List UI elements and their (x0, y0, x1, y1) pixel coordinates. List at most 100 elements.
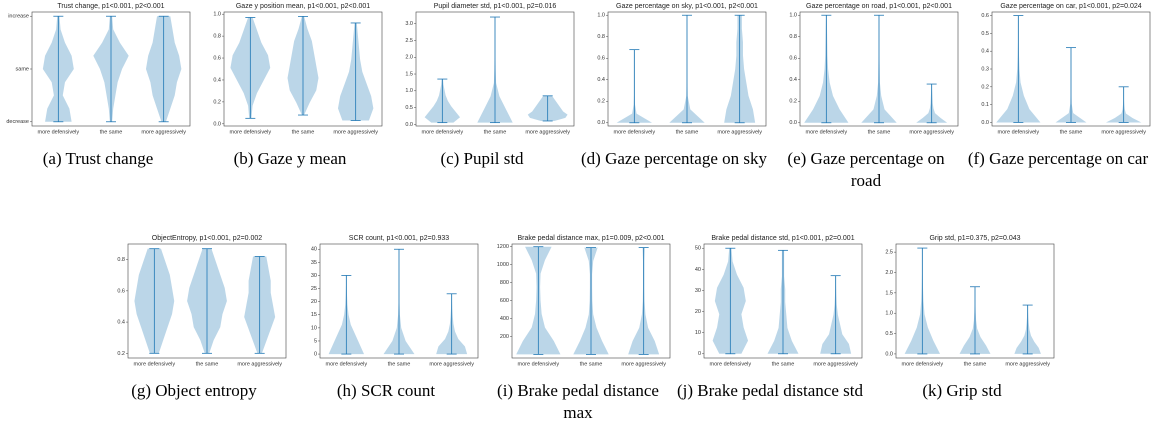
x-tick-label: more aggressively (237, 361, 282, 367)
subfigure: Gaze y position mean, p1<0.001, p2<0.001… (194, 0, 386, 232)
y-tick-label: 20 (311, 299, 317, 305)
chart-title: ObjectEntropy, p1<0.001, p2=0.002 (152, 235, 263, 242)
y-tick-label: increase (8, 14, 29, 20)
subfigure: Gaze percentage on car, p1<0.001, p2=0.0… (962, 0, 1154, 232)
y-tick-label: 0.5 (405, 105, 413, 111)
subfigure: SCR count, p1<0.001, p2=0.933 0 5 10 15 20 25 3… (290, 232, 482, 430)
x-tick-label: more aggressively (1005, 361, 1050, 367)
x-tick-label: more defensively (134, 361, 176, 367)
caption: (e) Gaze percentage on road (787, 149, 945, 190)
x-tick-label: more aggressively (621, 361, 666, 367)
y-tick-label: 200 (500, 334, 509, 340)
x-tick-label: the same (772, 361, 795, 367)
x-tick-label: more aggressively (909, 129, 954, 135)
y-tick-label: 40 (311, 247, 317, 253)
chart-title: Gaze percentage on sky, p1<0.001, p2<0.0… (616, 3, 758, 10)
figure-row: Trust change, p1<0.001, p2<0.001 decrease… (2, 0, 1154, 232)
y-tick-label: 0 (698, 351, 701, 357)
y-tick-label: 0.8 (117, 257, 125, 263)
plot-frame (223, 11, 383, 127)
plot-frame (895, 243, 1055, 359)
y-tick-label: 30 (695, 288, 701, 294)
x-tick-label: the same (100, 129, 123, 135)
x-tick-label: the same (580, 361, 603, 367)
chart: Brake pedal distance std, p1<0.001, p2=0… (695, 235, 863, 367)
plot-frame (127, 243, 287, 359)
y-tick-label: 30 (311, 273, 317, 279)
subfigure: Grip std, p1=0.375, p2=0.043 0.0 0.5 1.0 1.5… (866, 232, 1058, 430)
y-tick-label: 0.0 (213, 121, 221, 127)
x-tick-label: more aggressively (429, 361, 474, 367)
x-tick-label: more defensively (902, 361, 944, 367)
y-tick-label: 0.4 (117, 320, 125, 326)
y-tick-label: 1.0 (789, 13, 797, 19)
x-tick-label: more defensively (422, 129, 464, 135)
y-tick-label: 0.2 (789, 99, 797, 105)
caption: (i) Brake pedal distance max (497, 381, 659, 422)
x-tick-label: the same (388, 361, 411, 367)
chart-title: Brake pedal distance std, p1<0.001, p2=0… (711, 235, 854, 242)
chart-title: Grip std, p1=0.375, p2=0.043 (929, 235, 1020, 242)
figure-row: ObjectEntropy, p1<0.001, p2=0.002 0.2 0.4 0… (0, 232, 1156, 430)
x-tick-label: the same (964, 361, 987, 367)
y-tick-label: 0.6 (597, 56, 605, 62)
y-tick-label: 0.1 (981, 102, 989, 108)
x-tick-label: more defensively (518, 361, 560, 367)
y-tick-label: 0.5 (981, 31, 989, 37)
caption: (c) Pupil std (440, 149, 524, 168)
y-tick-label: 0.2 (117, 351, 125, 357)
y-tick-label: 2.0 (885, 270, 893, 276)
y-tick-label: 0.2 (597, 99, 605, 105)
y-tick-label: 0.0 (981, 120, 989, 126)
x-tick-label: more aggressively (141, 129, 186, 135)
chart: Gaze percentage on sky, p1<0.001, p2<0.0… (597, 3, 767, 135)
y-tick-label: 0.0 (405, 122, 413, 128)
subfigure: ObjectEntropy, p1<0.001, p2=0.002 0.2 0.4 0… (98, 232, 290, 430)
y-tick-label: 0.2 (981, 84, 989, 90)
caption: (j) Brake pedal distance std (677, 381, 863, 400)
chart: Trust change, p1<0.001, p2<0.001 decrease… (6, 3, 191, 135)
plot-frame (319, 243, 479, 359)
x-tick-label: the same (868, 129, 891, 135)
caption: (k) Grip std (922, 381, 1002, 400)
y-tick-label: 1.0 (885, 311, 893, 317)
x-tick-label: the same (484, 129, 507, 135)
plot-frame (703, 243, 863, 359)
x-tick-label: more defensively (998, 129, 1040, 135)
chart: SCR count, p1<0.001, p2=0.933 0 5 10 15 20 25 3… (311, 235, 479, 367)
y-tick-label: 0.6 (117, 288, 125, 294)
y-tick-label: 50 (695, 246, 701, 252)
y-tick-label: 25 (311, 286, 317, 292)
y-tick-label: 0.0 (597, 120, 605, 126)
x-tick-label: more defensively (806, 129, 848, 135)
x-tick-label: more defensively (614, 129, 656, 135)
x-tick-label: more defensively (326, 361, 368, 367)
y-tick-label: 1.0 (213, 12, 221, 18)
y-tick-label: 0.6 (981, 13, 989, 19)
chart-title: Brake pedal distance max, p1=0.009, p2<0… (517, 235, 664, 242)
x-tick-label: more defensively (710, 361, 752, 367)
chart-title: Gaze percentage on car, p1<0.001, p2=0.0… (1000, 3, 1141, 10)
subfigure: Brake pedal distance max, p1=0.009, p2<0… (482, 232, 674, 430)
y-tick-label: 10 (311, 325, 317, 331)
subfigure: Trust change, p1<0.001, p2<0.001 decrease… (2, 0, 194, 232)
y-tick-label: 2.0 (405, 55, 413, 61)
x-tick-label: more aggressively (525, 129, 570, 135)
x-tick-label: the same (292, 129, 315, 135)
chart-title: Gaze percentage on road, p1<0.001, p2<0.… (806, 3, 952, 10)
y-tick-label: 0.4 (597, 77, 605, 83)
y-tick-label: 0.6 (789, 56, 797, 62)
y-tick-label: 0.8 (213, 34, 221, 40)
x-tick-label: more defensively (230, 129, 272, 135)
y-tick-label: 0.0 (789, 120, 797, 126)
y-tick-label: 1200 (497, 244, 509, 250)
x-tick-label: more aggressively (813, 361, 858, 367)
y-tick-label: 0.4 (981, 49, 989, 55)
y-tick-label: 0.8 (789, 34, 797, 40)
chart: Gaze percentage on road, p1<0.001, p2<0.… (789, 3, 959, 135)
subfigure: Gaze percentage on sky, p1<0.001, p2<0.0… (578, 0, 770, 232)
y-tick-label: 600 (500, 298, 509, 304)
chart-title: SCR count, p1<0.001, p2=0.933 (349, 235, 450, 242)
subfigure: Gaze percentage on road, p1<0.001, p2<0.… (770, 0, 962, 232)
